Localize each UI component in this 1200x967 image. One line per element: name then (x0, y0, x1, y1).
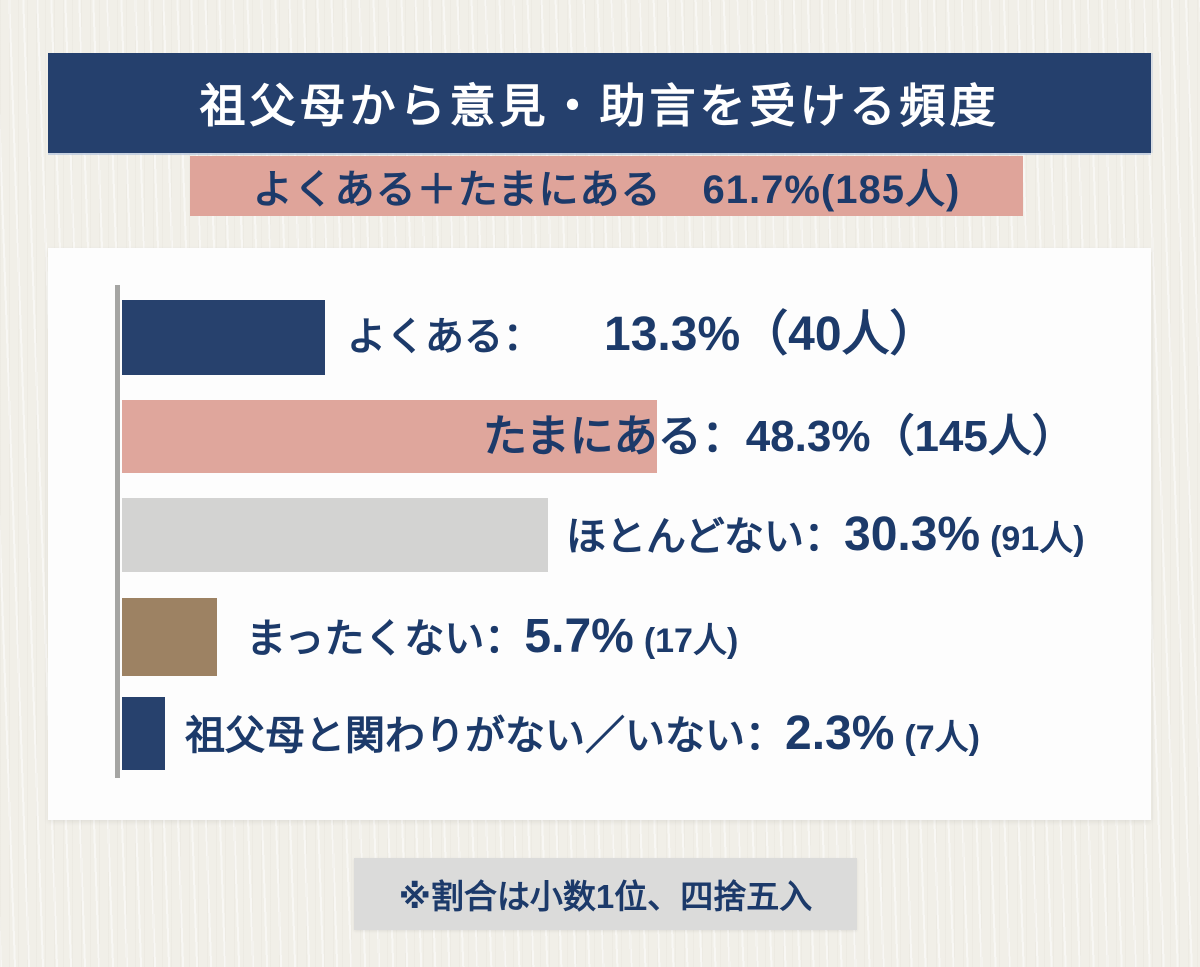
category-label: まったくない： (246, 617, 525, 661)
count-value: (7人) (904, 719, 980, 757)
bar-label: ほとんどない：30.3% (91人) (566, 508, 1085, 561)
percent-value: 48.3% (745, 412, 871, 461)
count-value: (91人) (990, 520, 1085, 558)
count-value: （145人） (870, 412, 1076, 461)
title-banner: 祖父母から意見・助言を受ける頻度 (48, 53, 1151, 153)
category-label: たまにある： (483, 412, 746, 461)
bar-mattaku-nai (122, 598, 217, 676)
footnote-box: ※割合は小数1位、四捨五入 (354, 858, 857, 930)
percent-value: 2.3% (785, 707, 895, 760)
bar-label: よくある： 13.3%（40人） (347, 308, 938, 361)
bar-kakawari-ga-nai (122, 697, 165, 770)
percent-value: 30.3% (844, 508, 981, 561)
chart-panel: よくある： 13.3%（40人） たまにある：48.3%（145人） ほとんどない… (48, 248, 1151, 820)
percent-value: 5.7% (524, 610, 634, 663)
category-label: ほとんどない： (566, 515, 844, 559)
bar-label: まったくない：5.7% (17人) (246, 610, 739, 663)
bar-label: たまにある：48.3%（145人） (483, 412, 1076, 461)
y-axis-line (115, 285, 120, 778)
bar-yokuaru (122, 300, 325, 375)
category-label: 祖父母と関わりがない／いない： (185, 714, 785, 758)
page-title: 祖父母から意見・助言を受ける頻度 (199, 80, 1000, 132)
percent-value: 13.3% (604, 308, 741, 361)
count-value: (17人) (643, 622, 739, 660)
bar-tamani-aru (122, 400, 657, 473)
bar-label: 祖父母と関わりがない／いない：2.3% (7人) (185, 707, 980, 760)
footnote-text: ※割合は小数1位、四捨五入 (398, 878, 813, 915)
category-label: よくある： (347, 316, 543, 359)
count-value: （40人） (740, 308, 938, 361)
highlight-strip: よくある＋たまにある 61.7%(185人) (190, 156, 1023, 216)
highlight-text: よくある＋たまにある 61.7%(185人) (252, 168, 961, 212)
bar-hotondo-nai (122, 498, 548, 572)
